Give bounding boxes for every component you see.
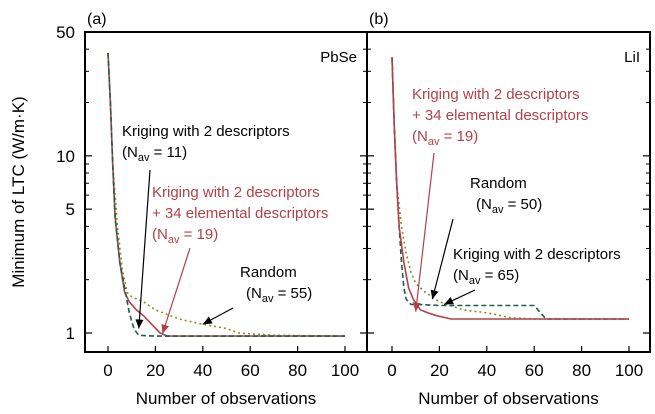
series-line (107, 53, 345, 337)
annotation-nav: (Nav = 55) (246, 285, 312, 305)
panel-label: (b) (369, 11, 389, 28)
annotation-text: Kriging with 2 descriptors (152, 184, 320, 201)
annotation-arrow (415, 152, 435, 312)
annotation-nav: (Nav = 65) (453, 267, 519, 287)
x-tick-label: 40 (193, 361, 212, 380)
series-line (391, 57, 629, 320)
y-tick-label: 10 (56, 147, 75, 166)
annotation-text: Random (470, 175, 527, 192)
x-tick-label: 60 (525, 361, 544, 380)
x-axis-label: Number of observations (418, 389, 598, 408)
annotation-text: Random (240, 264, 297, 281)
arrow-head (412, 302, 421, 312)
x-tick-label: 60 (241, 361, 260, 380)
material-label: LiI (624, 49, 640, 66)
material-label: PbSe (320, 49, 357, 66)
x-tick-label: 40 (477, 361, 496, 380)
x-tick-label: 100 (331, 361, 359, 380)
panel-a: 0 20 40 60 80 100 1 5 10 50 (a) PbSe Number of obser… (56, 11, 368, 408)
x-tick-label: 100 (615, 361, 643, 380)
annotation-text: + 34 elemental descriptors (412, 107, 588, 124)
x-axis-label: Number of observations (136, 389, 316, 408)
annotation-arrow (138, 169, 151, 329)
annotation-nav: (Nav = 50) (476, 196, 542, 216)
annotation-arrow (431, 218, 454, 300)
x-tick-label: 80 (288, 361, 307, 380)
plot-frame (366, 31, 651, 353)
arrow-head (161, 323, 170, 334)
x-tick-label: 0 (103, 361, 112, 380)
series-line (391, 57, 629, 320)
x-tick-label: 80 (572, 361, 591, 380)
annotation-text: + 34 elemental descriptors (152, 205, 328, 222)
annotation-text: Kriging with 2 descriptors (122, 123, 290, 140)
y-tick-label: 1 (66, 324, 75, 343)
arrow-head (202, 316, 213, 325)
annotation-arrow (161, 247, 191, 334)
y-axis-label: Minimum of LTC (W/m·K) (9, 96, 28, 287)
x-tick-label: 0 (387, 361, 396, 380)
panel-label: (a) (87, 11, 107, 28)
y-tick-label: 50 (56, 23, 75, 42)
x-tick-label: 20 (146, 361, 165, 380)
x-tick-label: 20 (430, 361, 449, 380)
arrow-head (444, 296, 454, 305)
arrow-head (430, 289, 439, 300)
annotation-text: Kriging with 2 descriptors (453, 246, 621, 263)
annotation-text: Kriging with 2 descriptors (412, 86, 580, 103)
arrow-head (135, 319, 144, 329)
y-tick-label: 5 (66, 200, 75, 219)
annotation-nav: (Nav = 11) (122, 144, 187, 164)
annotation-nav: (Nav = 19) (152, 226, 218, 246)
annotation-nav: (Nav = 19) (412, 128, 478, 148)
panel-b: 0 20 40 60 80 100 (b) LiI Number of observations… (366, 11, 651, 408)
series-line (391, 57, 629, 320)
